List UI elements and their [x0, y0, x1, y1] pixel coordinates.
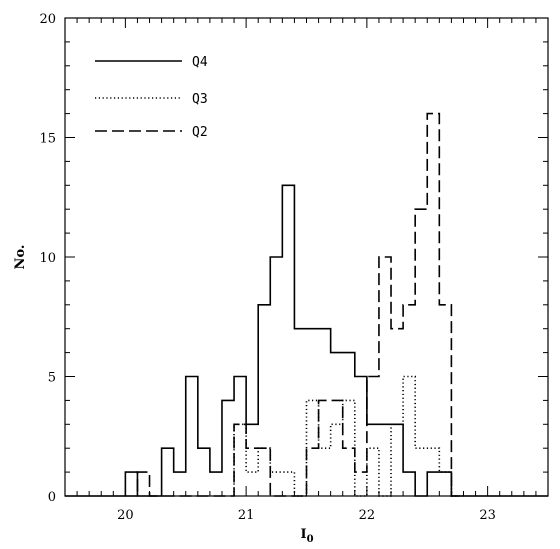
series-q2 — [125, 112, 464, 497]
y-tick-label: 20 — [39, 12, 56, 27]
series-line-q2 — [125, 112, 464, 497]
legend-label-q2: Q2 — [192, 125, 208, 140]
x-tick-label: 21 — [238, 508, 255, 523]
legend-label-q4: Q4 — [192, 55, 208, 70]
series-q4 — [65, 184, 548, 497]
x-axis-label-main: I — [300, 527, 306, 542]
x-tick-label: 23 — [479, 508, 496, 523]
y-tick-label: 15 — [39, 132, 56, 147]
y-tick-label: 5 — [48, 371, 56, 386]
series-line-q3 — [233, 375, 464, 497]
y-tick-label: 10 — [39, 251, 56, 266]
series-line-q4 — [65, 184, 548, 497]
x-axis-label-subscript: 0 — [307, 534, 314, 545]
legend: Q4 Q3 Q2 — [95, 55, 208, 140]
x-tick-label: 22 — [359, 508, 376, 523]
series-layer — [65, 112, 548, 497]
legend-label-q3: Q3 — [192, 92, 208, 107]
x-tick-label: 20 — [117, 508, 134, 523]
y-axis-label: No. — [13, 245, 28, 270]
x-axis-label: I0 — [300, 527, 313, 545]
axis-tick-labels: 20 21 22 23 0 5 10 15 20 — [39, 12, 495, 523]
y-tick-label: 0 — [48, 490, 56, 505]
series-q3 — [233, 375, 464, 497]
